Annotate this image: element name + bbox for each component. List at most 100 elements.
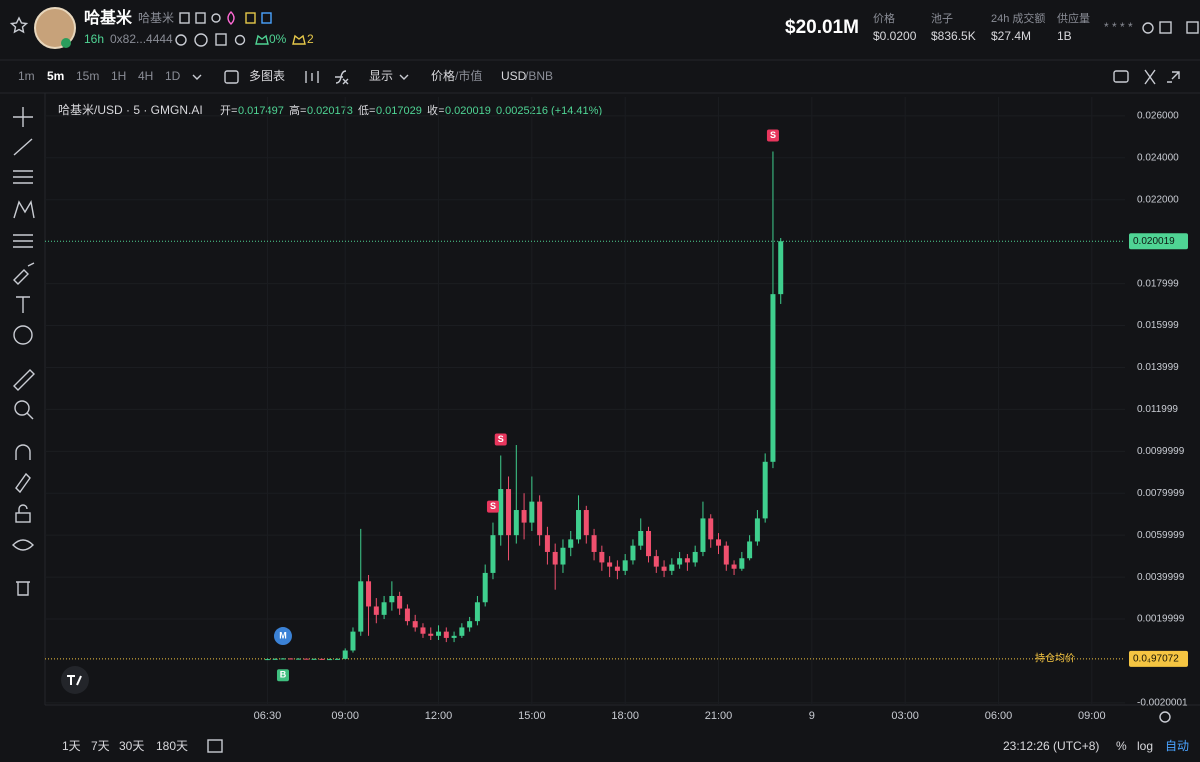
display-button[interactable]: 显示 bbox=[369, 69, 393, 83]
ohlc-value: 0.017497 bbox=[238, 105, 284, 117]
holder-change: 0% bbox=[269, 32, 287, 46]
ohlc-label: 低= bbox=[358, 104, 375, 117]
token-address[interactable]: 0x82...4444 bbox=[110, 32, 173, 46]
log-toggle[interactable]: log bbox=[1137, 739, 1153, 753]
candle-body bbox=[716, 539, 722, 546]
candle-body bbox=[762, 461, 768, 519]
interval-button[interactable]: 1D bbox=[165, 69, 181, 83]
y-tick-label: 0.024000 bbox=[1137, 152, 1179, 163]
masked-value: * * * * bbox=[1104, 20, 1133, 34]
trade-marker bbox=[766, 129, 779, 142]
candle-body bbox=[669, 564, 675, 571]
y-tick-label: 0.015999 bbox=[1137, 320, 1179, 331]
candle-body bbox=[288, 658, 294, 660]
header-icons[interactable] bbox=[179, 11, 272, 25]
range-button[interactable]: 7天 bbox=[91, 739, 110, 753]
candle-body bbox=[342, 650, 348, 659]
ohlc-value: 0.020019 bbox=[445, 105, 491, 117]
settings-icon[interactable] bbox=[1159, 711, 1171, 723]
tv-logo-mark bbox=[67, 675, 82, 686]
candle-body bbox=[319, 658, 325, 660]
x-tick-label: 09:00 bbox=[1078, 710, 1106, 722]
stat-label: 价格 bbox=[873, 11, 895, 25]
candle-body bbox=[389, 595, 395, 603]
candle-body bbox=[583, 510, 589, 536]
candle-body bbox=[272, 658, 278, 660]
candle-body bbox=[630, 545, 636, 561]
trade-marker-label: S bbox=[770, 130, 776, 140]
range-button[interactable]: 1天 bbox=[62, 739, 81, 753]
x-tick-label: 09:00 bbox=[331, 710, 359, 722]
stat-label: 池子 bbox=[931, 12, 953, 25]
candle-body bbox=[684, 558, 690, 563]
candle-body bbox=[568, 539, 574, 548]
multi-chart-button[interactable]: 多图表 bbox=[249, 69, 285, 83]
header-right-icons[interactable] bbox=[1142, 21, 1199, 34]
interval-button[interactable]: 4H bbox=[138, 69, 153, 83]
candle-body bbox=[560, 547, 566, 565]
stat-value: 1B bbox=[1057, 29, 1072, 43]
ohlc-value: 0.017029 bbox=[376, 105, 422, 117]
current-price-box bbox=[1129, 233, 1188, 250]
plot-area bbox=[45, 97, 1125, 705]
candle-body bbox=[622, 560, 628, 571]
candle-body bbox=[443, 631, 449, 638]
trade-marker bbox=[494, 433, 507, 446]
x-tick-label: 15:00 bbox=[518, 710, 546, 722]
stat-value: $0.0200 bbox=[873, 29, 917, 43]
y-tick-label: 0.0079999 bbox=[1137, 488, 1185, 499]
average-price-box bbox=[1129, 650, 1188, 667]
price-mode[interactable]: /市值 bbox=[455, 68, 482, 83]
trade-marker bbox=[276, 669, 289, 682]
interval-button[interactable]: 1m bbox=[18, 69, 35, 83]
candle-body bbox=[451, 635, 457, 638]
candle-type-icon[interactable] bbox=[305, 71, 319, 83]
trade-marker bbox=[486, 500, 499, 513]
y-tick-label: 0.0019999 bbox=[1137, 614, 1185, 625]
trade-marker-label: S bbox=[490, 501, 496, 511]
candle-body bbox=[311, 658, 317, 660]
percent-toggle[interactable]: % bbox=[1116, 739, 1127, 753]
ohlc-label: 开= bbox=[220, 105, 237, 117]
stat-value: $836.5K bbox=[931, 29, 976, 43]
symbol-label: 哈基米/USD · 5 · GMGN.AI bbox=[58, 103, 203, 117]
interval-button[interactable]: 15m bbox=[76, 69, 99, 83]
range-button[interactable]: 30天 bbox=[119, 739, 144, 753]
y-tick-label: 0.017999 bbox=[1137, 278, 1179, 289]
average-price-name: 持仓均价 bbox=[1035, 652, 1075, 665]
auto-toggle[interactable]: 自动 bbox=[1165, 739, 1189, 753]
currency[interactable]: /BNB bbox=[525, 69, 553, 83]
dropdown-icon[interactable] bbox=[192, 74, 202, 80]
trade-marker-label: M bbox=[279, 630, 287, 640]
drawing-tools[interactable] bbox=[12, 107, 35, 596]
candle-body bbox=[358, 581, 364, 632]
candle-body bbox=[381, 602, 387, 615]
candle-body bbox=[638, 530, 644, 546]
calendar-icon[interactable] bbox=[207, 739, 223, 753]
header-tool-icons[interactable] bbox=[175, 33, 306, 47]
indicator-icon[interactable] bbox=[335, 70, 349, 85]
dropdown-icon[interactable] bbox=[399, 74, 409, 80]
interval-button[interactable]: 5m bbox=[47, 69, 64, 83]
y-tick-label: 0.0059999 bbox=[1137, 530, 1185, 541]
candle-body bbox=[677, 558, 683, 565]
interval-button[interactable]: 1H bbox=[111, 69, 126, 83]
candle-body bbox=[739, 558, 745, 569]
candle-body bbox=[428, 633, 434, 636]
candle-body bbox=[420, 627, 426, 634]
toolbar-right-icons[interactable] bbox=[1113, 69, 1180, 85]
favorite-icon[interactable] bbox=[9, 16, 29, 34]
price-mode[interactable]: 价格 bbox=[431, 68, 455, 83]
candle-body bbox=[506, 489, 512, 536]
tv-logo[interactable] bbox=[61, 666, 89, 694]
y-tick-label: 0.022000 bbox=[1137, 194, 1179, 205]
candle-body bbox=[467, 621, 473, 628]
range-button[interactable]: 180天 bbox=[156, 739, 188, 753]
holder-count: 2 bbox=[307, 32, 314, 46]
avatar-badge bbox=[61, 38, 71, 48]
candle-body bbox=[459, 627, 465, 636]
candle-body bbox=[778, 241, 784, 295]
add-icon[interactable] bbox=[224, 70, 239, 84]
currency[interactable]: USD bbox=[501, 69, 527, 83]
